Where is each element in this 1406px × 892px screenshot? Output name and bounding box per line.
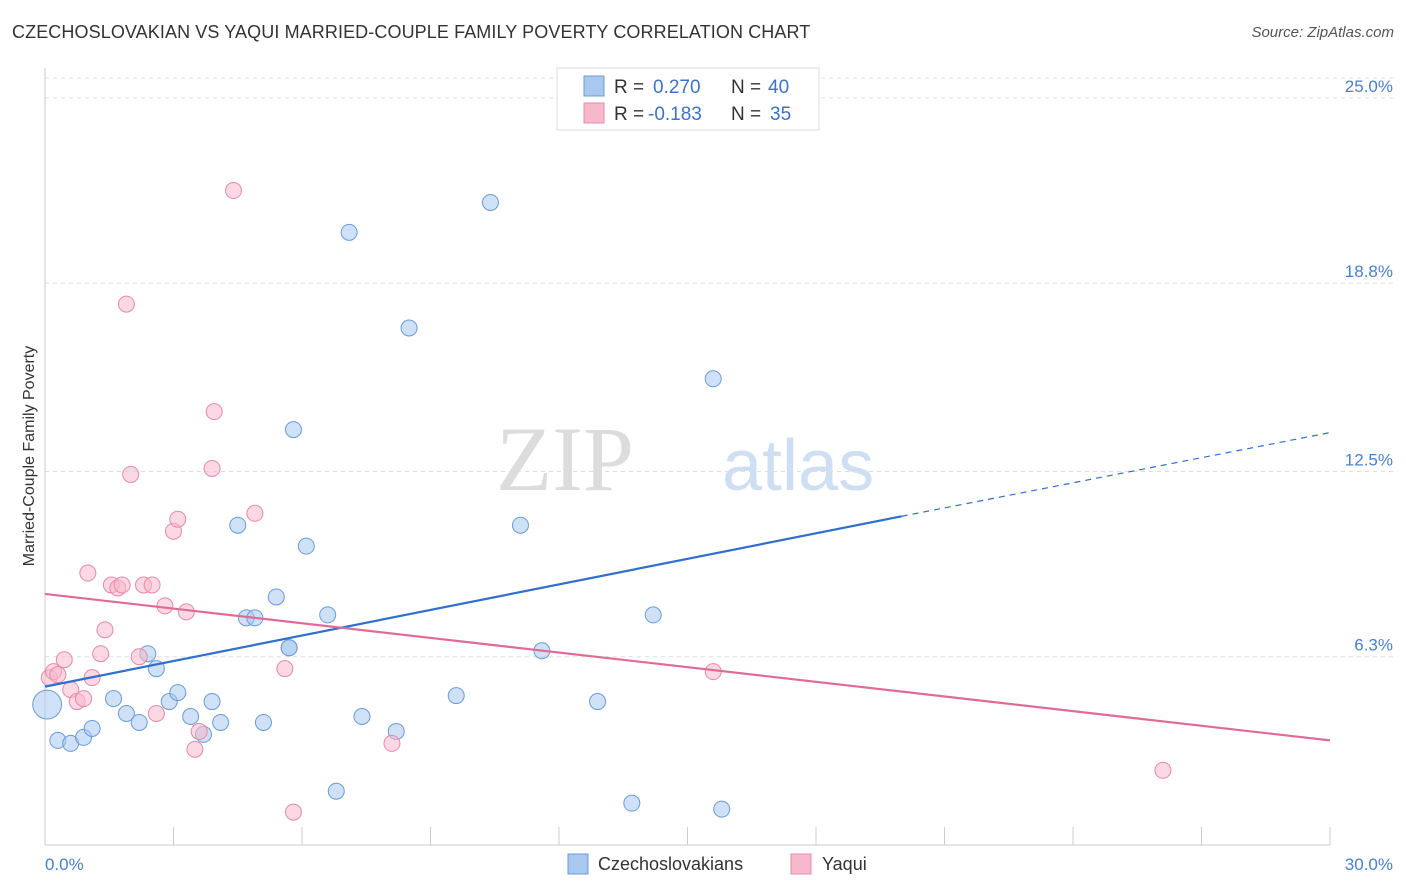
point-czechoslovakians: [203, 693, 221, 711]
legend-n-value-1: 40: [768, 77, 789, 98]
point-czechoslovakians: [400, 319, 418, 337]
point-czechoslovakians: [267, 588, 285, 606]
legend-n-value-2: 35: [770, 104, 791, 125]
trend-line-yaqui: [44, 592, 1331, 742]
point-czechoslovakians: [589, 693, 607, 711]
point-czechoslovakians: [105, 690, 123, 708]
point-yaqui: [1154, 761, 1172, 779]
point-czechoslovakians: [704, 370, 722, 388]
point-czechoslovakians: [481, 193, 499, 211]
legend-top: R = 0.270 N = 40 R = -0.183 N = 35: [556, 67, 820, 131]
trend-line-czechoslovakians: [44, 515, 902, 688]
point-yaqui: [79, 564, 97, 582]
x-tick-label-max: 30.0%: [1345, 855, 1393, 874]
point-czechoslovakians: [254, 713, 272, 731]
bottom-legend-swatch-yaqui: [790, 853, 812, 875]
y-axis-label: Married-Couple Family Poverty: [21, 346, 38, 567]
legend-r-label-1: R =: [614, 77, 644, 98]
watermark: ZIP atlas: [496, 408, 874, 510]
point-yaqui: [203, 459, 221, 477]
legend-swatch-yaqui: [583, 102, 605, 124]
point-czechoslovakians: [83, 719, 101, 737]
legend-n-label-1: N =: [731, 77, 761, 98]
bottom-legend-swatch-czechoslovakians: [567, 853, 589, 875]
point-yaqui: [113, 576, 131, 594]
data-points: [32, 182, 1172, 821]
y-tick-label: 12.5%: [1345, 450, 1393, 469]
point-czechoslovakians: [284, 421, 302, 439]
point-yaqui: [169, 510, 187, 528]
point-yaqui: [147, 705, 165, 723]
point-yaqui: [224, 182, 242, 200]
legend-r-label-2: R =: [614, 104, 644, 125]
legend-r-value-2: -0.183: [648, 104, 702, 125]
trend-line-extension-czechoslovakians: [901, 432, 1331, 517]
point-czechoslovakians: [623, 794, 641, 812]
point-czechoslovakians: [182, 707, 200, 725]
point-yaqui: [117, 295, 135, 313]
point-czechoslovakians: [229, 516, 247, 534]
point-czechoslovakians: [297, 537, 315, 555]
point-yaqui: [190, 722, 208, 740]
legend-r-value-1: 0.270: [653, 77, 701, 98]
point-czechoslovakians: [644, 606, 662, 624]
gridlines: [45, 77, 1393, 658]
point-czechoslovakians: [713, 800, 731, 818]
point-yaqui: [276, 660, 294, 678]
point-czechoslovakians: [32, 689, 63, 720]
x-tick-label-min: 0.0%: [45, 855, 84, 874]
watermark-atlas: atlas: [722, 426, 874, 506]
x-ticks: [44, 827, 1331, 845]
legend-swatch-czechoslovakians: [583, 75, 605, 97]
point-czechoslovakians: [447, 687, 465, 705]
y-tick-label: 18.8%: [1345, 262, 1393, 281]
legend-bottom: Czechoslovakians Yaqui: [567, 853, 867, 875]
point-yaqui: [284, 803, 302, 821]
y-tick-labels: 6.3% 12.5% 18.8% 25.0%: [1345, 77, 1393, 655]
y-tick-label: 6.3%: [1354, 636, 1393, 655]
bottom-legend-label-czechoslovakians: Czechoslovakians: [598, 854, 743, 874]
point-czechoslovakians: [353, 707, 371, 725]
y-tick-label: 25.0%: [1345, 77, 1393, 96]
point-czechoslovakians: [511, 516, 529, 534]
point-yaqui: [96, 621, 114, 639]
legend-n-label-2: N =: [731, 104, 761, 125]
chart-source: Source: ZipAtlas.com: [1251, 24, 1394, 41]
point-czechoslovakians: [280, 639, 298, 657]
bottom-legend-label-yaqui: Yaqui: [822, 854, 867, 874]
point-yaqui: [55, 651, 73, 669]
point-czechoslovakians: [169, 684, 187, 702]
point-czechoslovakians: [212, 713, 230, 731]
trend-lines: [44, 432, 1331, 742]
point-czechoslovakians: [117, 705, 135, 723]
point-yaqui: [143, 576, 161, 594]
point-yaqui: [177, 603, 195, 621]
point-yaqui: [49, 666, 67, 684]
point-yaqui: [186, 740, 204, 758]
point-yaqui: [122, 465, 140, 483]
watermark-zip: ZIP: [496, 408, 634, 510]
point-yaqui: [92, 645, 110, 663]
point-yaqui: [383, 734, 401, 752]
point-czechoslovakians: [319, 606, 337, 624]
point-czechoslovakians: [130, 713, 148, 731]
point-yaqui: [75, 690, 93, 708]
chart-title: CZECHOSLOVAKIAN VS YAQUI MARRIED-COUPLE …: [12, 22, 811, 42]
point-czechoslovakians: [340, 223, 358, 241]
point-yaqui: [130, 648, 148, 666]
point-yaqui: [205, 403, 223, 421]
point-yaqui: [246, 504, 264, 522]
point-czechoslovakians: [327, 782, 345, 800]
